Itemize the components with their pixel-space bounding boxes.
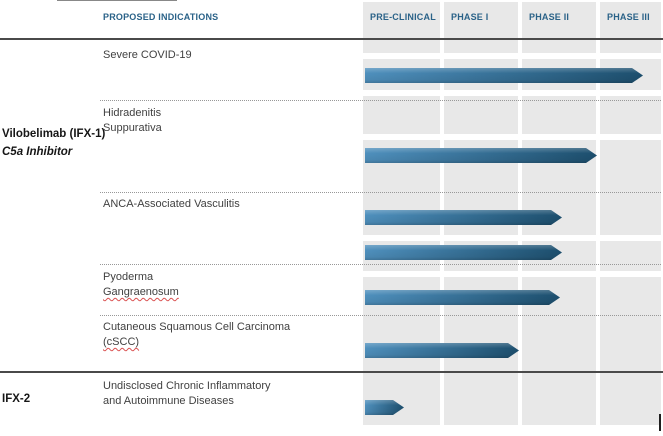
pipeline-arrow [365,148,597,163]
row-gap [363,271,661,277]
indication-line: Gangraenosum [103,285,179,300]
indication-line: (cSCC) [103,335,290,350]
bottom-right-edge-artifact [659,414,661,431]
phase-column-phase3 [600,2,661,425]
header-divider-line [0,38,663,40]
group-moa-label: C5a Inhibitor [2,146,73,158]
group-divider-line [0,371,663,373]
indication-line: Cutaneous Squamous Cell Carcinoma [103,321,291,333]
indication-pyoderma-gangraenosum: Pyoderma Gangraenosum [103,270,179,300]
pipeline-arrow [365,245,562,260]
row-divider-dotted [100,192,661,193]
phase-header-phase1: PHASE I [451,12,489,22]
indication-line: ANCA-Associated Vasculitis [103,198,240,210]
indication-line: Pyoderma [103,271,154,283]
pipeline-arrow [365,290,560,305]
row-gap [363,235,661,241]
group-label-ifx2: IFX-2 [2,393,31,405]
pipeline-arrow [365,210,562,225]
spellcheck-underline-text: Gangraenosum [103,286,179,298]
row-gap [363,90,661,96]
indication-line: Severe COVID-19 [103,49,192,61]
phase-header-phase3: PHASE III [607,12,650,22]
top-edge-artifact [57,0,177,1]
row-divider-dotted [100,100,661,101]
row-divider-dotted [100,264,661,265]
indication-line: Undisclosed Chronic Inflammatory [103,380,271,392]
indication-line: Hidradenitis [103,107,162,119]
pipeline-arrow [365,68,643,83]
row-divider-dotted [100,315,661,316]
indication-hidradenitis-suppurativa: Hidradenitis Suppurativa [103,106,162,136]
indication-cscc: Cutaneous Squamous Cell Carcinoma (cSCC) [103,320,290,350]
pipeline-arrow [365,343,519,358]
phase-header-phase2: PHASE II [529,12,570,22]
indication-undisclosed-diseases: Undisclosed Chronic Inflammatory and Aut… [103,379,271,409]
spellcheck-underline-text: (cSCC) [103,336,140,348]
proposed-indications-header: PROPOSED INDICATIONS [103,12,219,22]
indication-anca-vasculitis: ANCA-Associated Vasculitis [103,197,240,212]
indication-severe-covid19: Severe COVID-19 [103,48,192,63]
row-gap [363,53,661,59]
pipeline-arrow [365,400,404,415]
group-label-ifx1: Vilobelimab (IFX-1) [2,128,106,140]
indication-line: Suppurativa [103,122,162,134]
phase-header-preclinical: PRE-CLINICAL [370,12,436,22]
row-gap [363,134,661,140]
indication-line: and Autoimmune Diseases [103,395,234,407]
